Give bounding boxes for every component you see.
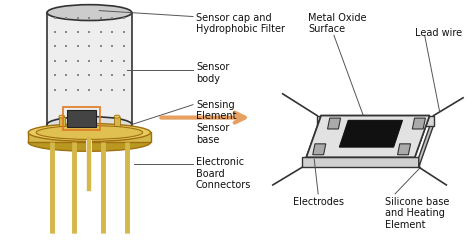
Polygon shape: [317, 116, 434, 126]
Text: Sensing
Element
Sensor
base: Sensing Element Sensor base: [196, 100, 237, 144]
Ellipse shape: [47, 5, 132, 20]
FancyBboxPatch shape: [59, 117, 65, 131]
FancyBboxPatch shape: [47, 12, 132, 125]
Ellipse shape: [47, 117, 132, 132]
Ellipse shape: [86, 115, 92, 118]
Polygon shape: [398, 144, 410, 155]
FancyBboxPatch shape: [67, 110, 96, 127]
Polygon shape: [339, 120, 402, 147]
FancyBboxPatch shape: [28, 132, 151, 142]
Ellipse shape: [59, 115, 65, 118]
Text: Electrodes: Electrodes: [292, 197, 344, 207]
Polygon shape: [302, 157, 419, 167]
Ellipse shape: [28, 124, 151, 141]
Polygon shape: [313, 144, 326, 155]
Polygon shape: [306, 116, 429, 157]
Text: Lead wire: Lead wire: [415, 28, 462, 38]
Polygon shape: [419, 116, 434, 167]
FancyBboxPatch shape: [114, 117, 120, 131]
Text: Sensor
body: Sensor body: [196, 62, 229, 84]
Text: Sensor cap and
Hydrophobic Filter: Sensor cap and Hydrophobic Filter: [196, 12, 285, 34]
Ellipse shape: [114, 115, 120, 118]
Text: Electronic
Board
Connectors: Electronic Board Connectors: [196, 157, 251, 190]
Text: Metal Oxide
Surface: Metal Oxide Surface: [308, 12, 367, 34]
FancyBboxPatch shape: [86, 117, 92, 131]
Text: Silicone base
and Heating
Element: Silicone base and Heating Element: [385, 197, 449, 230]
Polygon shape: [328, 118, 341, 129]
Polygon shape: [412, 118, 425, 129]
Ellipse shape: [36, 126, 143, 139]
Ellipse shape: [28, 133, 151, 151]
Polygon shape: [306, 116, 429, 157]
